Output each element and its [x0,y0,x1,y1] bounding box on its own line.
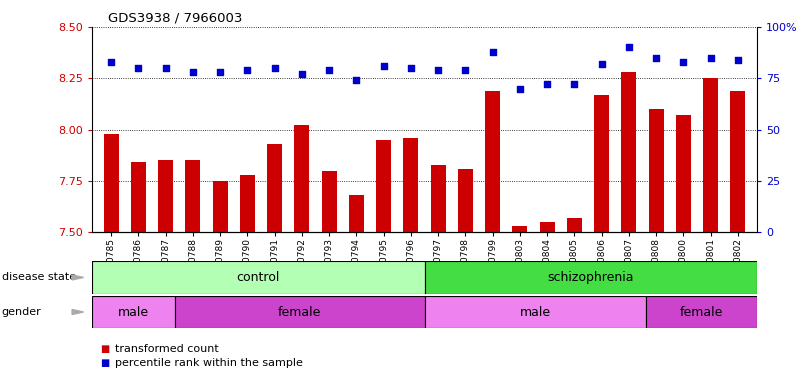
Text: ■: ■ [100,344,110,354]
Point [650,55,662,61]
Text: male: male [118,306,149,318]
Bar [425,261,757,294]
Text: gender: gender [2,307,42,317]
Text: percentile rank within the sample: percentile rank within the sample [115,358,303,368]
Bar [131,162,146,232]
Point [677,59,690,65]
Point [513,85,526,91]
Bar [458,169,473,232]
Bar [92,296,175,328]
Point [432,67,445,73]
Bar [567,218,582,232]
Bar [703,78,718,232]
Point [241,67,254,73]
Text: ■: ■ [100,358,110,368]
Point [159,65,172,71]
Bar [92,261,425,294]
Bar [425,296,646,328]
Point [323,67,336,73]
Bar [240,175,255,232]
Point [214,69,227,75]
Text: transformed count: transformed count [115,344,219,354]
Point [541,81,553,88]
Point [296,71,308,77]
Bar [376,140,391,232]
Text: female: female [680,306,723,318]
Point [105,59,118,65]
Point [731,57,744,63]
Bar [349,195,364,232]
Bar [676,115,691,232]
Bar [92,261,801,294]
Bar [103,134,119,232]
Text: female: female [278,306,321,318]
Point [132,65,145,71]
Bar [158,161,173,232]
Bar [322,170,336,232]
Bar [175,296,425,328]
Point [268,65,281,71]
Bar [540,222,554,232]
Bar [485,91,500,232]
Text: male: male [520,306,551,318]
Bar [731,91,746,232]
Bar [268,144,282,232]
Bar [431,164,445,232]
Text: GDS3938 / 7966003: GDS3938 / 7966003 [108,12,243,25]
Text: schizophrenia: schizophrenia [548,271,634,284]
Point [377,63,390,69]
Point [405,65,417,71]
Text: disease state: disease state [2,272,76,283]
Point [622,44,635,50]
Bar [404,138,418,232]
Bar [295,126,309,232]
Bar [513,226,527,232]
Point [568,81,581,88]
Bar [649,109,663,232]
Point [486,48,499,55]
Bar [622,72,636,232]
Bar [186,161,200,232]
Text: control: control [236,271,280,284]
Bar [646,296,757,328]
Bar [594,95,609,232]
Point [595,61,608,67]
Point [459,67,472,73]
Point [704,55,717,61]
Point [350,77,363,83]
Point [187,69,199,75]
Bar [213,181,227,232]
